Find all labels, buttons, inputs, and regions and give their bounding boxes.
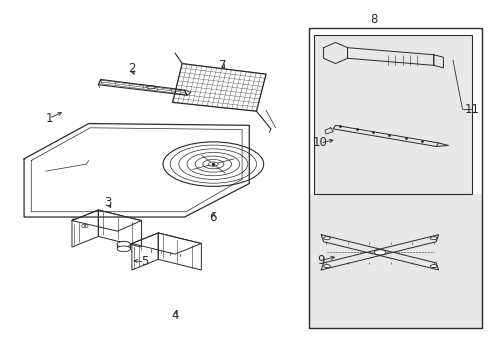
Text: 4: 4 [171,309,179,322]
Text: 9: 9 [317,254,324,267]
Text: 7: 7 [219,59,226,72]
Ellipse shape [429,237,436,240]
Text: 8: 8 [369,13,377,26]
Bar [313,35,471,194]
Ellipse shape [374,250,385,255]
Bar [313,35,471,194]
Text: 2: 2 [128,62,135,75]
Text: 11: 11 [464,103,478,116]
Ellipse shape [117,242,130,247]
Text: 10: 10 [312,136,327,149]
Ellipse shape [429,265,436,267]
Text: 1: 1 [45,112,53,125]
Bar [308,28,481,328]
Text: 5: 5 [141,255,148,268]
Text: 6: 6 [209,211,217,224]
Ellipse shape [323,237,329,240]
Text: 3: 3 [104,197,111,210]
Ellipse shape [117,246,130,252]
Text: ob: ob [81,223,89,229]
Bar [308,194,481,328]
Ellipse shape [323,265,329,267]
